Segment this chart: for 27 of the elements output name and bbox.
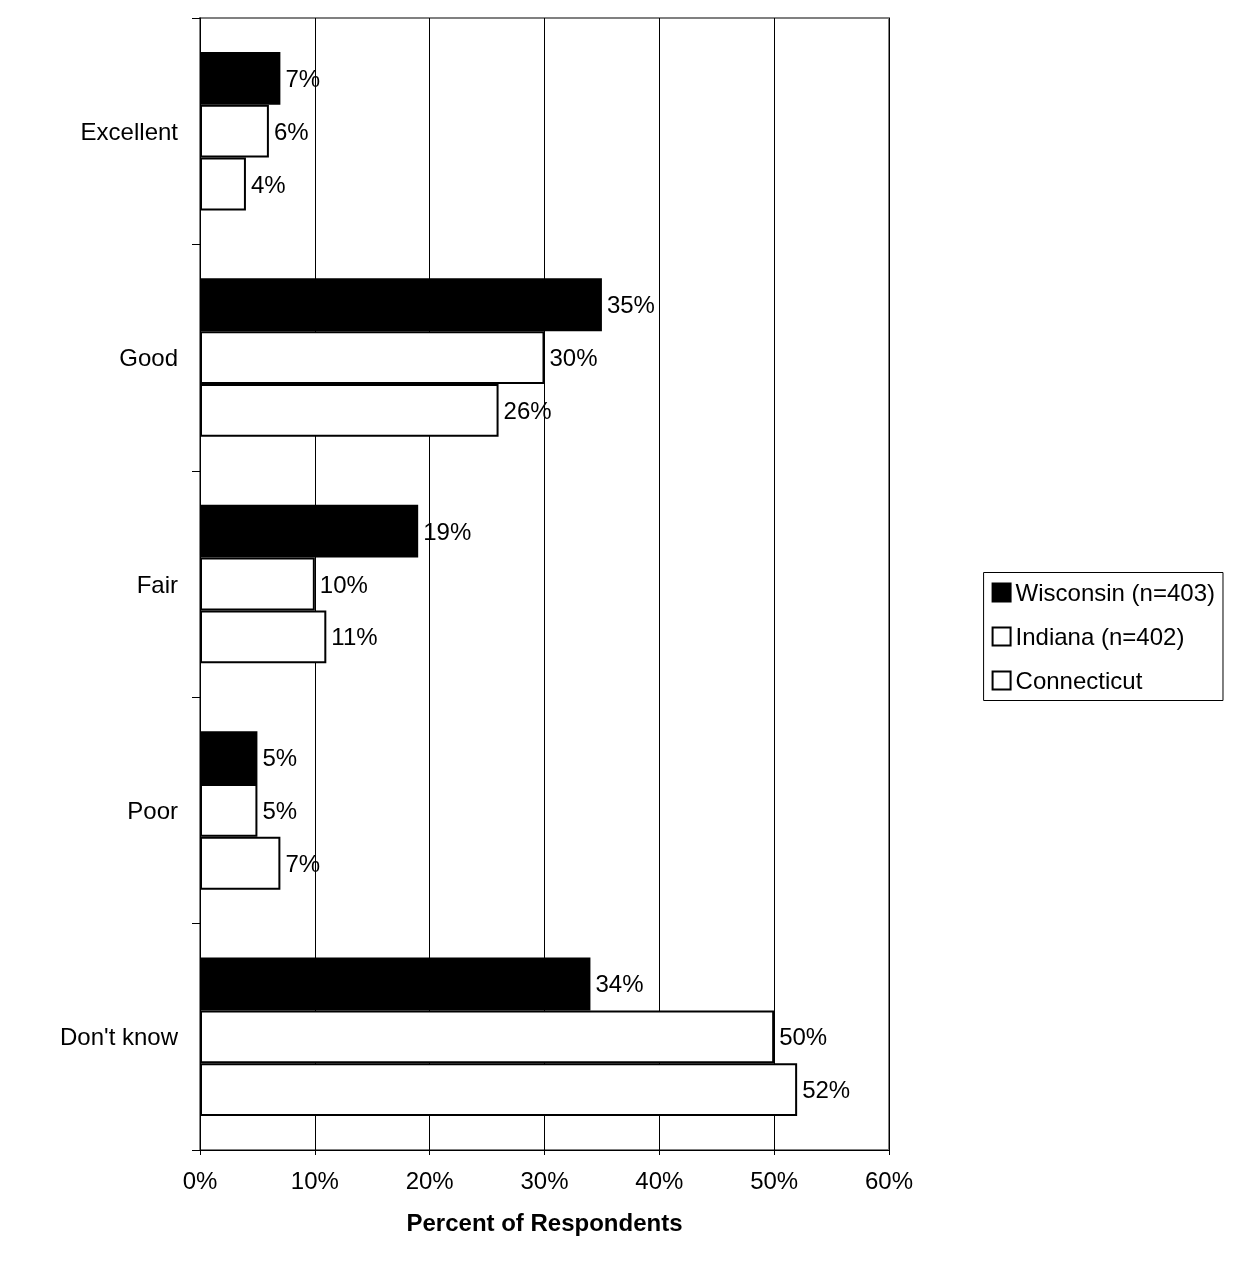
legend-label: Indiana (n=402) bbox=[1015, 623, 1185, 650]
legend-label: Wisconsin (n=403) bbox=[1015, 579, 1215, 606]
y-tick-label: Fair bbox=[136, 570, 178, 598]
x-tick-label: 20% bbox=[405, 1166, 454, 1194]
data-label: 50% bbox=[779, 1023, 828, 1051]
x-tick-label: 60% bbox=[864, 1166, 914, 1194]
data-label: 30% bbox=[549, 344, 598, 372]
x-tick-label: 10% bbox=[290, 1166, 339, 1194]
data-label: 52% bbox=[802, 1076, 851, 1104]
data-label: 10% bbox=[319, 570, 368, 598]
x-axis-title: Percent of Respondents bbox=[406, 1208, 683, 1236]
y-tick-label: Don't know bbox=[60, 1023, 179, 1051]
data-label: 5% bbox=[262, 744, 298, 772]
y-tick-label: Good bbox=[119, 344, 178, 372]
x-tick-label: 30% bbox=[520, 1166, 569, 1194]
y-tick-label: Excellent bbox=[80, 117, 179, 145]
data-label: 5% bbox=[262, 796, 298, 824]
x-tick-label: 50% bbox=[750, 1166, 799, 1194]
legend-label: Connecticut bbox=[1015, 667, 1143, 694]
data-label: 35% bbox=[606, 291, 655, 319]
data-label: 11% bbox=[331, 623, 378, 651]
data-label: 6% bbox=[273, 117, 309, 145]
y-tick-label: Poor bbox=[127, 796, 178, 824]
data-label: 34% bbox=[595, 970, 644, 998]
data-label: 4% bbox=[250, 170, 286, 198]
x-tick-label: 0% bbox=[182, 1166, 218, 1194]
x-tick-label: 40% bbox=[635, 1166, 684, 1194]
